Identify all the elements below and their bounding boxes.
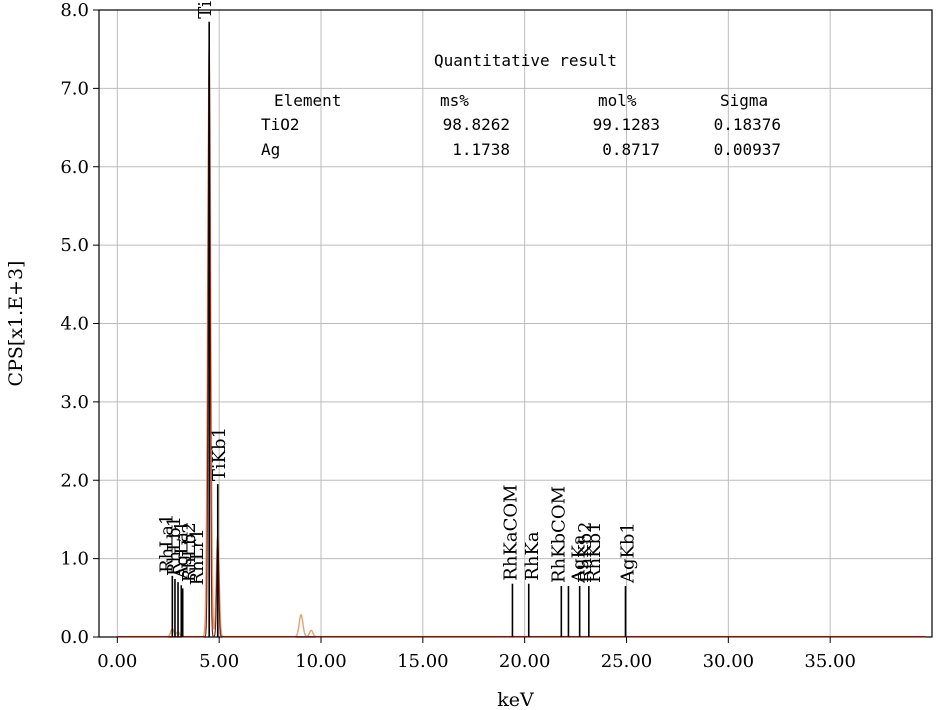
x-axis-title: keV: [497, 689, 534, 710]
row-tio2-mol: 99.1283: [593, 115, 660, 134]
peak-label: RhKbCOM: [548, 486, 569, 583]
header-ms-percent: ms%: [440, 91, 469, 110]
x-tick-label: 20.00: [499, 651, 551, 672]
peak-label: RhLb2: [179, 522, 200, 582]
peak-label: RhKaCOM: [501, 484, 522, 580]
peak-label: TiKb1: [209, 427, 230, 481]
x-tick-label: 25.00: [601, 651, 653, 672]
peak-label: RhKb1: [584, 521, 605, 583]
quantitative-result-table: Quantitative result Element ms% mol% Sig…: [261, 51, 781, 159]
row-tio2-ms: 98.8262: [443, 115, 510, 134]
peak-label: RhLa1: [156, 514, 177, 573]
y-tick-label: 2.0: [60, 470, 89, 491]
y-tick-label: 7.0: [60, 78, 89, 99]
y-tick-label: 8.0: [60, 0, 89, 21]
x-tick-label: 35.00: [804, 651, 856, 672]
y-tick-label: 5.0: [60, 235, 89, 256]
row-ag-mol: 0.8717: [602, 140, 660, 159]
header-mol-percent: mol%: [598, 91, 637, 110]
x-tick-label: 0.00: [97, 651, 137, 672]
row-ag-ms: 1.1738: [452, 140, 510, 159]
y-tick-label: 3.0: [60, 392, 89, 413]
spectrum-line-2: [117, 25, 926, 638]
peak-label: RhLb1: [164, 516, 185, 576]
x-tick-label: 5.00: [199, 651, 239, 672]
header-element: Element: [274, 91, 341, 110]
quantitative-result-title: Quantitative result: [434, 51, 617, 70]
peak-label: TiKa: [195, 0, 216, 19]
x-tick-label: 15.00: [397, 651, 449, 672]
y-tick-label: 0.0: [60, 627, 89, 648]
y-tick-label: 1.0: [60, 549, 89, 570]
grid-lines: [99, 10, 932, 637]
x-tick-label: 30.00: [703, 651, 755, 672]
y-axis-title: CPS[x1.E+3]: [5, 261, 27, 387]
row-ag-sigma: 0.00937: [714, 140, 781, 159]
header-sigma: Sigma: [720, 91, 768, 110]
peak-label: RhLr1: [187, 528, 208, 585]
y-tick-label: 4.0: [60, 314, 89, 335]
peak-label: AgLa1: [172, 520, 193, 580]
peak-label: AgKa: [569, 534, 590, 584]
row-tio2-sigma: 0.18376: [714, 115, 781, 134]
row-tio2-element: TiO2: [261, 115, 300, 134]
axis-ticks: 0.00 5.00 10.00 15.00 20.00 25.00 30.00 35.00 0.…: [60, 0, 856, 672]
y-tick-label: 6.0: [60, 157, 89, 178]
peak-label: RhKb2: [575, 521, 596, 583]
peak-label: AgKb1: [618, 522, 639, 584]
spectrum-series: [117, 25, 926, 638]
row-ag-element: Ag: [261, 140, 280, 159]
x-tick-label: 10.00: [295, 651, 347, 672]
peak-label: RhKa: [522, 531, 543, 581]
